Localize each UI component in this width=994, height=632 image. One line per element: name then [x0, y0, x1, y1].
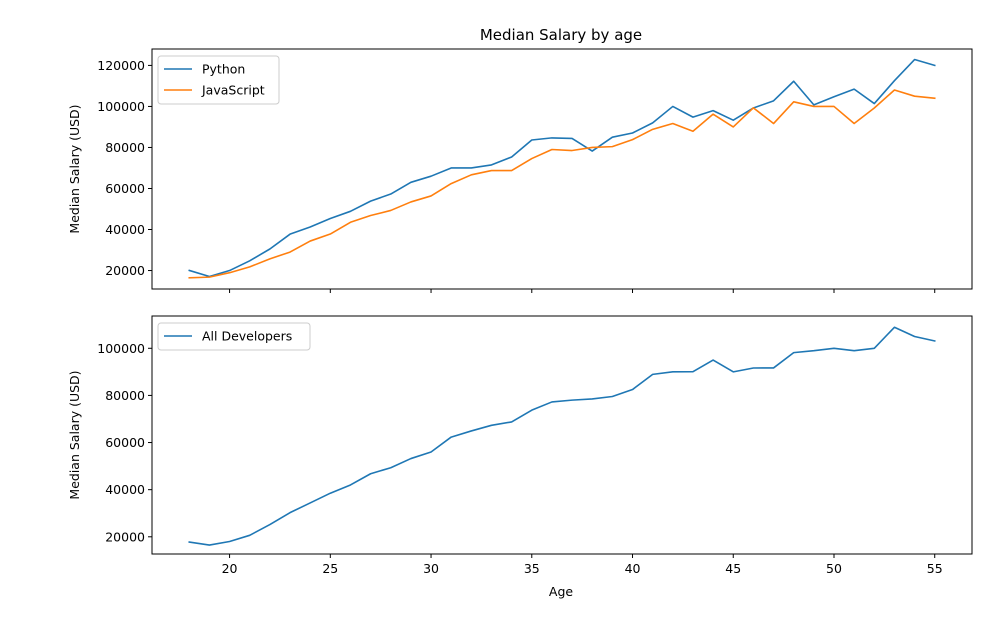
x-tick-label: 40	[625, 561, 641, 576]
y-tick-label: 80000	[105, 140, 145, 155]
y-axis-label: Median Salary (USD)	[67, 370, 82, 499]
series-line-1	[188, 89, 936, 279]
legend-label: All Developers	[202, 329, 292, 344]
y-axis-label: Median Salary (USD)	[67, 104, 82, 233]
axes-frame	[151, 315, 973, 555]
x-tick-label: 45	[725, 561, 741, 576]
bottom-subplot: 20 25 30 35 40 45 50 55 20000 40000 60000 80000 1000…	[67, 315, 973, 576]
x-tick-label: 50	[826, 561, 842, 576]
x-tick-label: 30	[423, 561, 439, 576]
x-tick-label: 25	[322, 561, 338, 576]
y-tick-label: 40000	[105, 482, 145, 497]
y-tick-label: 120000	[97, 58, 145, 73]
legend-box	[157, 322, 311, 351]
x-axis-label: Age	[549, 584, 573, 599]
y-tick-label: 100000	[97, 341, 145, 356]
y-tick-label: 60000	[105, 435, 145, 450]
x-tick-label: 20	[222, 561, 238, 576]
x-tick-label: 35	[524, 561, 540, 576]
axes-frame	[151, 48, 973, 290]
chart-title: Median Salary by age	[480, 26, 642, 44]
y-tick-label: 60000	[105, 181, 145, 196]
top-subplot: 20000 40000 60000 80000 100000 120000 Median S…	[67, 48, 973, 293]
y-tick-label: 80000	[105, 388, 145, 403]
legend-label: Python	[202, 62, 245, 77]
series-line-0	[188, 58, 936, 278]
x-tick-label: 55	[927, 561, 943, 576]
legend-box	[157, 55, 280, 105]
y-tick-label: 100000	[97, 99, 145, 114]
y-tick-label: 20000	[105, 529, 145, 544]
y-tick-label: 40000	[105, 222, 145, 237]
legend-label: JavaScript	[201, 83, 265, 98]
y-tick-label: 20000	[105, 263, 145, 278]
series-line-0	[188, 326, 936, 546]
